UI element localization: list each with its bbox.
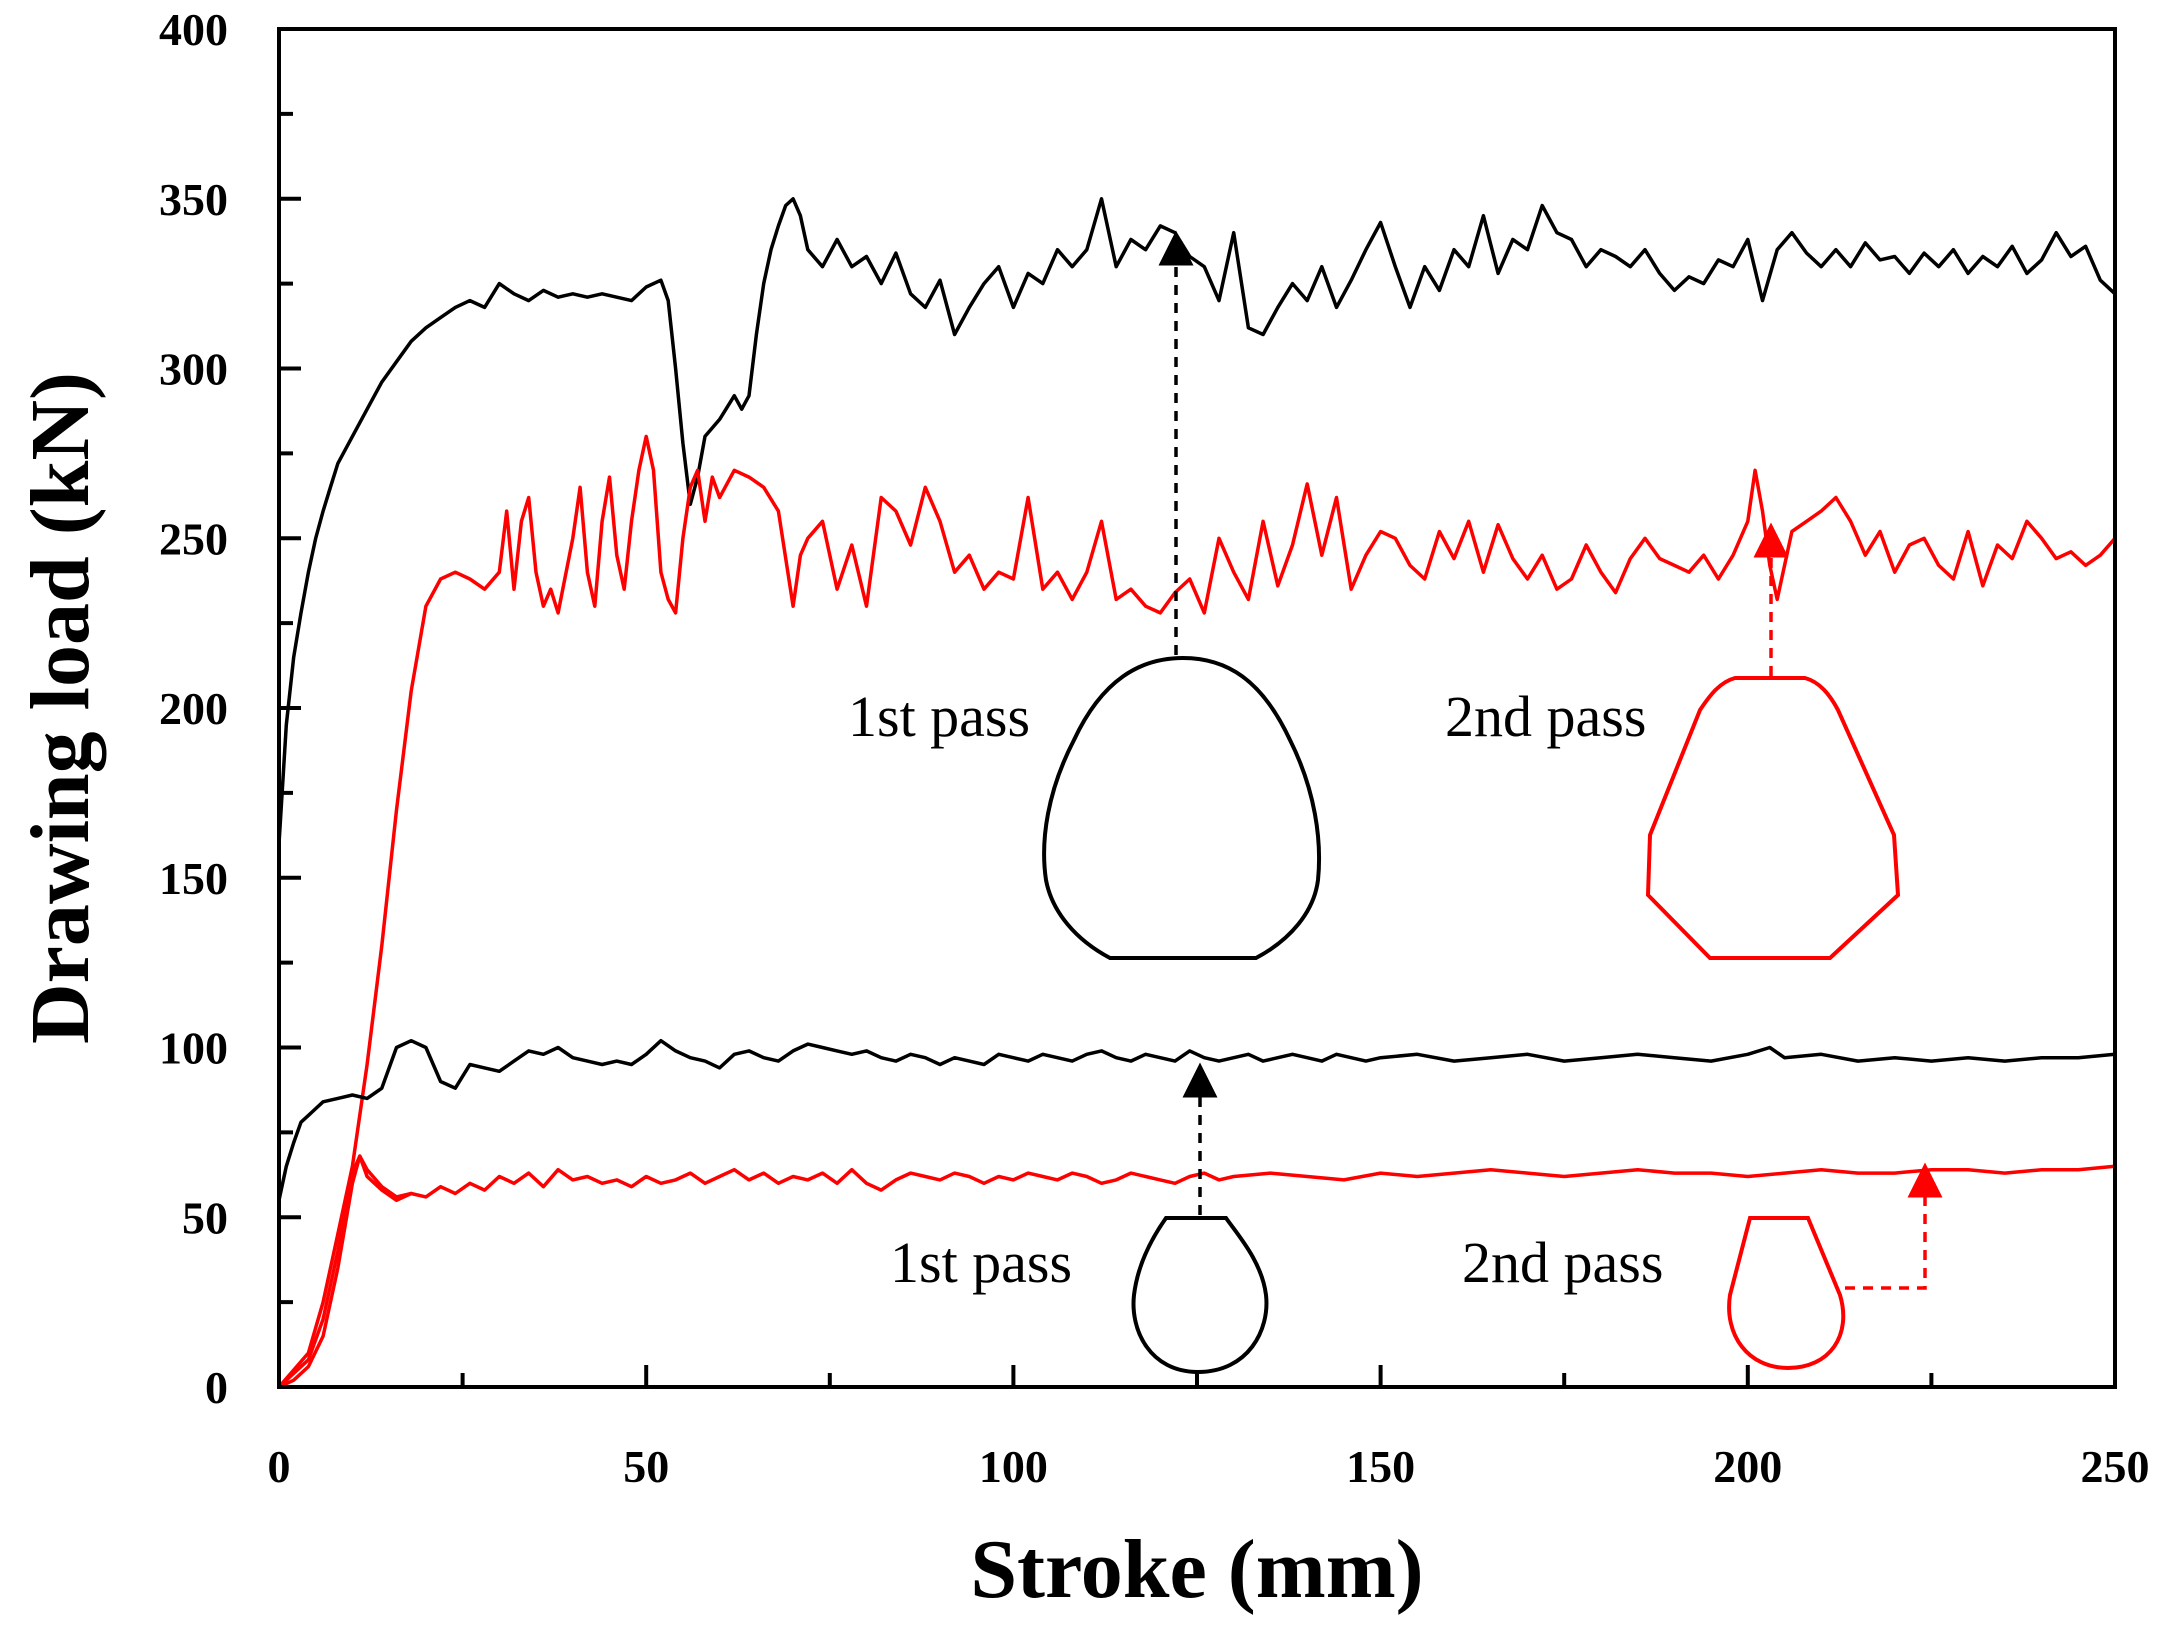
y-tick-label-100: 100: [159, 1023, 228, 1074]
axis-ticks: [277, 27, 2117, 1389]
y-axis-title: Drawing load (kN): [14, 372, 107, 1044]
tick-labels: 0 50 100 150 200 250 0 50 100 150 200 250 300 350 400: [159, 4, 2150, 1492]
x-tick-label-0: 0: [268, 1441, 291, 1492]
large-1st-pass-profile: [1042, 655, 1322, 960]
y-tick-label-0: 0: [205, 1362, 228, 1413]
series-line-small-section-1st-pass: [277, 1038, 2117, 1203]
y-tick-label-350: 350: [159, 174, 228, 225]
y-tick-label-50: 50: [182, 1192, 228, 1243]
series-line-large-section-1st-pass: [277, 197, 2117, 846]
large-1st-pass-label: 1st pass: [848, 684, 1030, 749]
series-line-small-section-2nd-pass-alt-trace-: [277, 1154, 413, 1389]
series-line-large-section-2nd-pass: [277, 434, 2117, 1389]
small-2nd-pass-profile: [1727, 1216, 1846, 1371]
plot-frame: [277, 27, 2117, 1389]
large-2nd-pass-label: 2nd pass: [1445, 684, 1646, 749]
x-tick-label-100: 100: [979, 1441, 1048, 1492]
y-tick-label-200: 200: [159, 683, 228, 734]
x-tick-label-250: 250: [2081, 1441, 2150, 1492]
small-1st-pass-profile: [1131, 1216, 1269, 1375]
x-tick-label-50: 50: [623, 1441, 669, 1492]
small-2nd-pass-arrow: [1845, 1162, 1943, 1290]
y-tick-label-150: 150: [159, 853, 228, 904]
large-2nd-pass-profile: [1645, 676, 1901, 960]
x-axis-title: Stroke (mm): [970, 1523, 1423, 1616]
x-tick-label-150: 150: [1346, 1441, 1415, 1492]
y-tick-label-300: 300: [159, 344, 228, 395]
series-layer: [277, 197, 2117, 1389]
y-tick-label-400: 400: [159, 4, 228, 55]
small-1st-pass-label: 1st pass: [890, 1230, 1072, 1295]
x-tick-label-200: 200: [1713, 1441, 1782, 1492]
small-2nd-pass-label: 2nd pass: [1462, 1230, 1663, 1295]
y-tick-label-250: 250: [159, 513, 228, 564]
series-line-small-section-2nd-pass: [277, 1154, 2117, 1389]
